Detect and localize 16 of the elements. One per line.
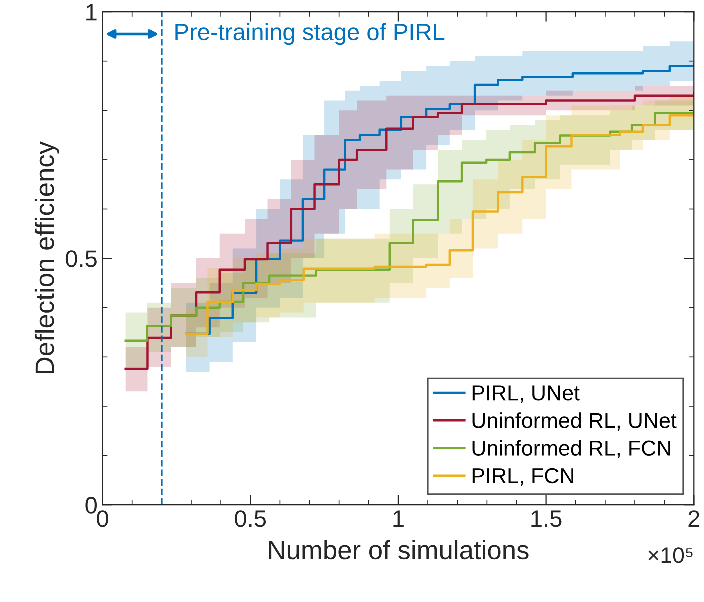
legend-label: Uninformed RL, FCN xyxy=(472,440,670,459)
y-tick-label: 0.5 xyxy=(66,250,97,268)
y-axis-title: Deflection efficiency xyxy=(34,141,60,374)
x-tick-label: 1 xyxy=(394,510,404,528)
x-tick-label: 1.5 xyxy=(532,510,562,528)
y-tick-label: 1 xyxy=(86,4,97,21)
ref-line-label: Pre-training stage of PIRL xyxy=(176,23,445,46)
legend-label: PIRL, FCN xyxy=(472,468,574,486)
legend-label: PIRL, UNet xyxy=(472,386,580,404)
y-tick-label: 0 xyxy=(86,497,97,514)
x-tick-label: 2 xyxy=(688,510,700,528)
text: ×10⁵ xyxy=(648,548,693,564)
legend-label: Uninformed RL, UNet xyxy=(472,412,677,431)
x-tick-label: 0 xyxy=(97,510,108,528)
x-axis-title: Number of simulations xyxy=(269,540,529,560)
x-tick-label: 0.5 xyxy=(235,510,266,528)
